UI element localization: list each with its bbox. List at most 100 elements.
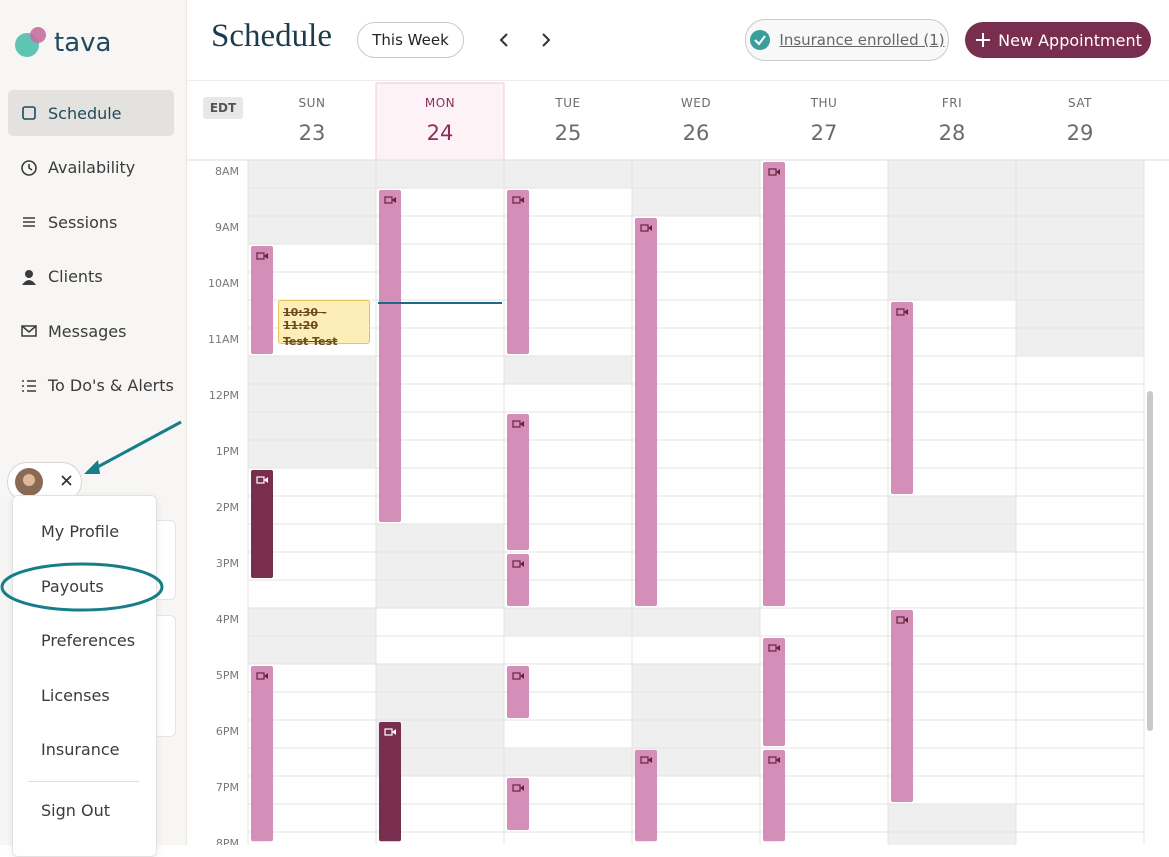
insurance-link[interactable]: Insurance enrolled (1)	[779, 31, 945, 49]
menu-item[interactable]: Payouts	[41, 577, 104, 596]
day-date: 24	[426, 121, 454, 145]
appointment	[507, 190, 529, 354]
button-label[interactable]: New Appointment	[998, 30, 1142, 50]
appointment	[507, 554, 529, 606]
video-icon	[264, 673, 268, 679]
nav-label[interactable]: Schedule	[48, 103, 122, 123]
video-icon	[264, 477, 268, 483]
unavailable-block	[504, 608, 632, 636]
unavailable-block	[632, 608, 760, 636]
video-icon	[520, 197, 524, 203]
video-icon	[520, 673, 524, 679]
appointment	[891, 610, 913, 802]
nav-item[interactable]: Messages	[8, 308, 174, 354]
unavailable-block	[248, 160, 376, 244]
nav-item[interactable]: Schedule	[8, 90, 174, 136]
appointment	[507, 414, 529, 550]
menu-item[interactable]: Preferences	[41, 631, 136, 650]
appointment	[635, 750, 657, 842]
appointment	[251, 666, 273, 842]
appointment	[891, 302, 913, 494]
event-title: Test Test	[283, 335, 338, 348]
logo-mark	[15, 27, 46, 57]
video-icon	[776, 757, 780, 763]
time-label: 3PM	[215, 557, 239, 570]
video-icon	[520, 421, 524, 427]
video-icon	[520, 785, 524, 791]
video-icon	[648, 757, 652, 763]
calendar: EDT 10:30 - 11:20 Test Test SUN 23 MON 24 TU…	[187, 81, 1169, 845]
nav-item[interactable]: Sessions	[8, 199, 174, 245]
day-name: TUE	[555, 96, 581, 110]
unavailable-block	[376, 524, 504, 608]
appointment	[507, 778, 529, 830]
menu-item[interactable]: My Profile	[41, 522, 120, 541]
annotation-layer	[84, 420, 182, 474]
video-icon	[392, 197, 396, 203]
insurance-pill[interactable]: Insurance enrolled (1)	[745, 19, 949, 61]
appointment	[379, 190, 401, 522]
range-button[interactable]: This Week	[357, 22, 464, 58]
day-name: FRI	[941, 96, 963, 110]
day-date: 27	[810, 121, 838, 145]
time-label: 6PM	[215, 725, 239, 738]
nav-label[interactable]: To Do's & Alerts	[48, 376, 174, 395]
nav-item[interactable]: Availability	[8, 145, 174, 191]
appointment	[763, 162, 785, 606]
nav-arrows[interactable]	[493, 30, 553, 50]
nav-label[interactable]: Availability	[48, 158, 136, 177]
cancelled-event[interactable]: 10:30 - 11:20 Test Test	[278, 300, 370, 348]
profile-menu: My Profile Payouts Preferences Licenses Insu…	[12, 495, 157, 857]
video-icon	[264, 253, 268, 259]
day-date: 25	[554, 121, 582, 145]
appointment	[635, 218, 657, 606]
calendar-grid	[187, 82, 1169, 845]
time-label: 12PM	[208, 389, 239, 402]
day-name: SUN	[298, 96, 326, 110]
unavailable-block	[888, 804, 1016, 845]
menu-item[interactable]: Sign Out	[41, 801, 110, 820]
day-name: MON	[424, 96, 456, 110]
menu-divider	[28, 781, 139, 782]
day-date: 23	[298, 121, 326, 145]
menu-item[interactable]: Licenses	[41, 686, 110, 705]
highlight-ellipse	[0, 562, 164, 612]
timezone: EDT	[203, 97, 243, 119]
video-icon	[520, 561, 524, 567]
event-time: 10:30 - 11:20	[283, 306, 327, 332]
video-icon	[776, 169, 780, 175]
nav-label[interactable]: Messages	[48, 321, 127, 341]
nav-item[interactable]: To Do's & Alerts	[8, 363, 174, 409]
day-name: WED	[680, 96, 712, 110]
time-label: 7PM	[215, 781, 239, 794]
day-date: 28	[938, 121, 966, 145]
video-icon	[904, 309, 908, 315]
time-label: 1PM	[215, 445, 239, 458]
menu-item[interactable]: Insurance	[41, 740, 120, 759]
video-icon	[648, 225, 652, 231]
appointment	[251, 246, 273, 354]
time-label: 4PM	[215, 613, 239, 626]
time-label: 10AM	[207, 277, 239, 290]
nav-item[interactable]: Clients	[8, 254, 174, 300]
day-name: SAT	[1068, 96, 1092, 110]
unavailable-block	[504, 748, 632, 776]
time-label: 9AM	[214, 221, 239, 234]
unavailable-block	[504, 160, 632, 188]
time-label: 11AM	[207, 333, 239, 346]
day-date: 29	[1066, 121, 1094, 145]
new-appointment-button[interactable]: New Appointment	[965, 22, 1151, 58]
nav-label[interactable]: Clients	[48, 267, 103, 286]
video-icon	[776, 645, 780, 651]
nav-label[interactable]: Sessions	[48, 212, 118, 232]
video-icon	[392, 729, 396, 735]
logo-text: tava	[54, 28, 112, 58]
scrollbar	[1147, 391, 1153, 731]
time-label: 2PM	[215, 501, 239, 514]
header: Schedule This Week Insurance enrolled (1…	[187, 0, 1169, 81]
time-label: 5PM	[215, 669, 239, 682]
day-name: THU	[810, 96, 838, 110]
unavailable-block	[376, 160, 504, 188]
